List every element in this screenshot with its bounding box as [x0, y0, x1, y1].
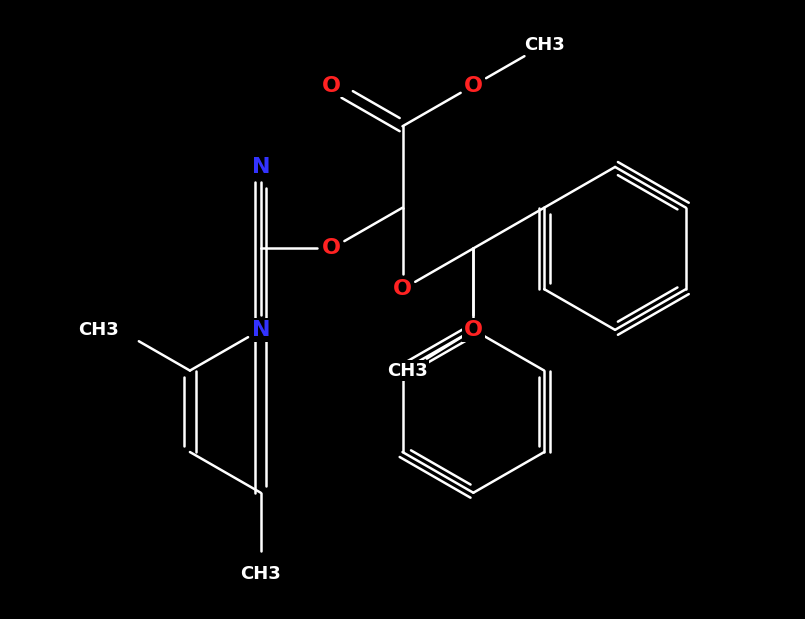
- Text: CH3: CH3: [387, 361, 427, 379]
- Text: CH3: CH3: [78, 321, 119, 339]
- Text: O: O: [464, 76, 483, 95]
- Text: O: O: [322, 76, 341, 95]
- Text: CH3: CH3: [524, 36, 564, 54]
- Text: CH3: CH3: [241, 565, 281, 583]
- Text: N: N: [251, 320, 270, 340]
- Text: N: N: [251, 157, 270, 177]
- Text: O: O: [464, 320, 483, 340]
- Text: O: O: [393, 279, 412, 299]
- Text: O: O: [322, 238, 341, 258]
